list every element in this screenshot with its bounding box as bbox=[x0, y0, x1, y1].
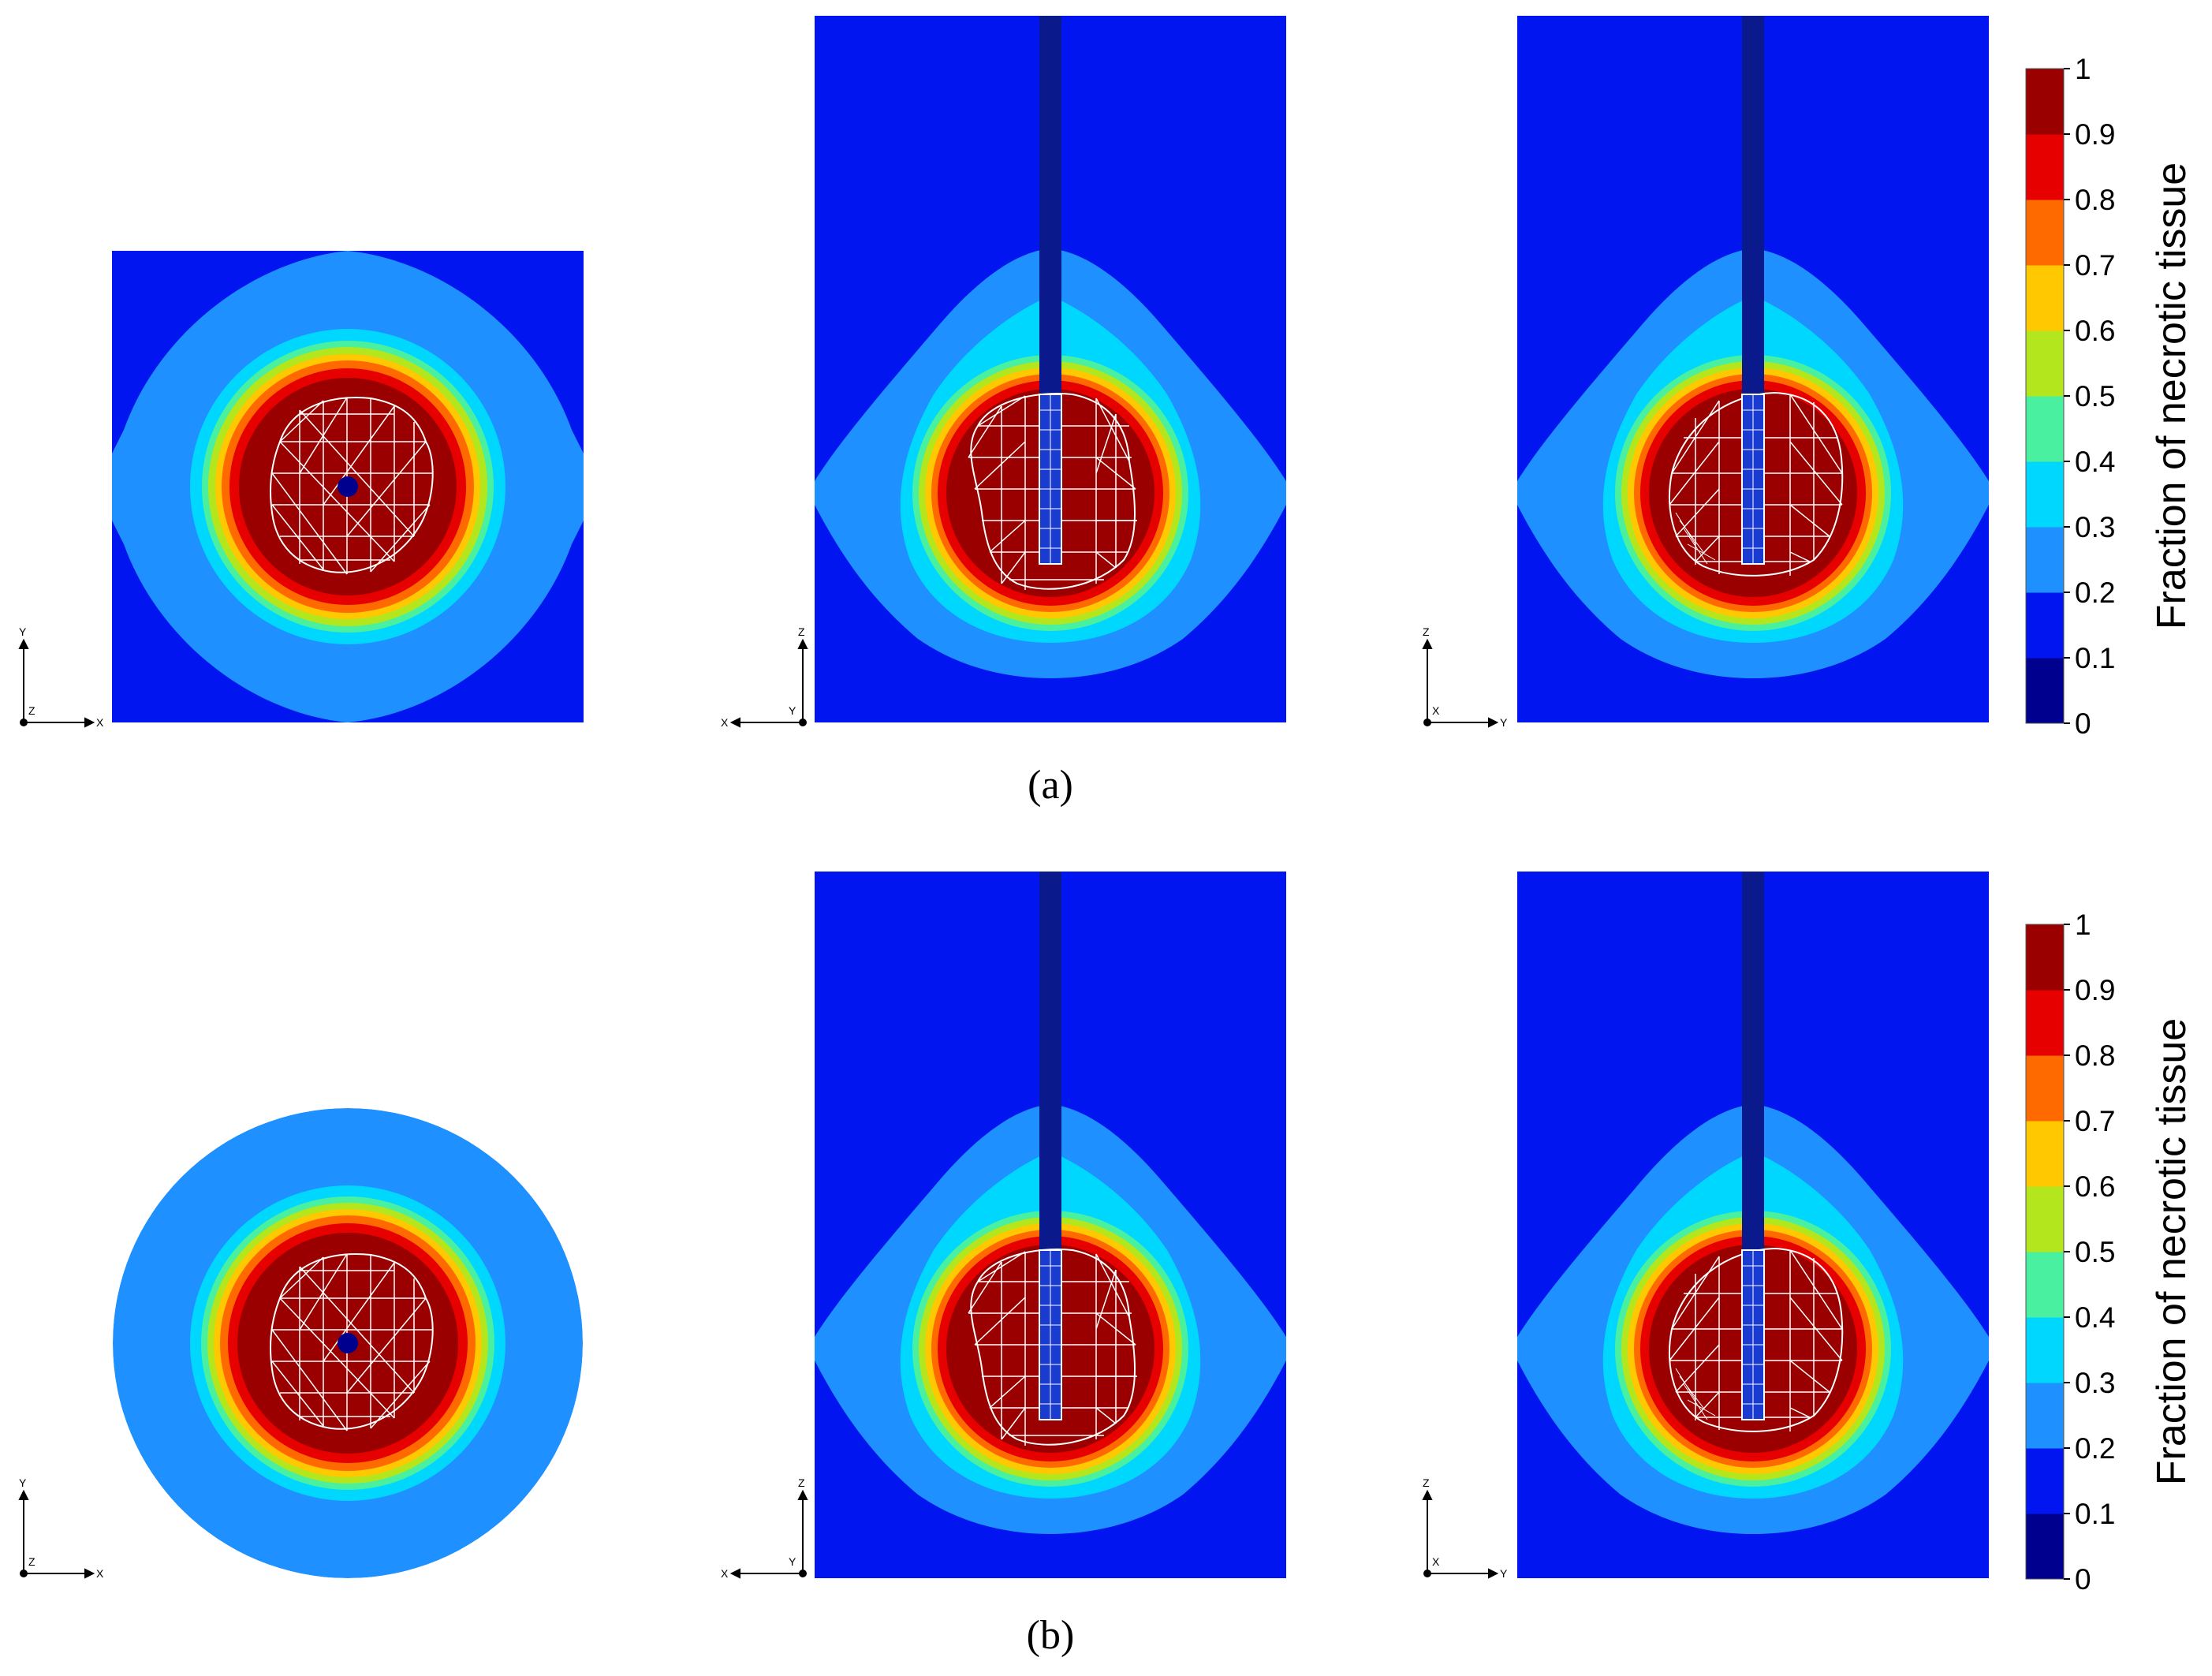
colorbar-band bbox=[2026, 1317, 2064, 1383]
probe-tip-mesh bbox=[1039, 394, 1061, 564]
axes-triad-a3: Z Y X bbox=[1422, 625, 1508, 729]
axis-label-up: Y bbox=[19, 1476, 27, 1489]
probe-cross-section bbox=[338, 476, 358, 497]
caption-b: (b) bbox=[1027, 1613, 1075, 1658]
tumor-mesh bbox=[970, 393, 1136, 590]
colorbar-band bbox=[2026, 527, 2064, 593]
colorbar-tick-label: 0.3 bbox=[2075, 1367, 2115, 1399]
colorbar-tick-label: 0.9 bbox=[2075, 118, 2115, 151]
axis-label-corner: Z bbox=[28, 1555, 35, 1568]
colorbar-band bbox=[2026, 1383, 2064, 1449]
axis-label-up: Z bbox=[1423, 1476, 1430, 1489]
colorbar-band bbox=[2026, 924, 2064, 991]
colorbar-tick-label: 1 bbox=[2075, 909, 2091, 941]
colorbar-tick-label: 0.5 bbox=[2075, 1236, 2115, 1268]
axis-label-left: X bbox=[721, 1567, 729, 1580]
colorbar-tick-label: 0.5 bbox=[2075, 380, 2115, 412]
probe-cross-section bbox=[338, 1333, 358, 1353]
tumor-mesh bbox=[270, 397, 434, 573]
colorbar-tick-label: 0.1 bbox=[2075, 1498, 2115, 1530]
axes-triad-a1: Y X Z bbox=[18, 625, 104, 729]
colorbar-tick-label: 0.7 bbox=[2075, 249, 2115, 282]
colorbar-tick-label: 0.6 bbox=[2075, 1170, 2115, 1203]
axis-label-corner: Z bbox=[28, 704, 35, 717]
colorbar-tick-label: 0.3 bbox=[2075, 511, 2115, 543]
probe-tip-mesh bbox=[1039, 1250, 1061, 1420]
axis-label-corner: Y bbox=[789, 1555, 796, 1568]
axis-label-corner: Y bbox=[789, 704, 796, 717]
colorbar-band bbox=[2026, 69, 2064, 135]
colorbar-tick-label: 0.1 bbox=[2075, 642, 2115, 674]
panel-a-top-view bbox=[112, 251, 584, 722]
axis-label-right: X bbox=[96, 1567, 104, 1580]
row-a: Y X Z bbox=[18, 16, 1989, 808]
colorbar-tick-label: 0 bbox=[2075, 1563, 2091, 1596]
probe-shaft bbox=[1039, 16, 1061, 394]
axis-label-corner: X bbox=[1432, 1555, 1440, 1568]
axis-label-up: Z bbox=[798, 625, 805, 638]
axis-label-corner: X bbox=[1432, 704, 1440, 717]
tumor-mesh bbox=[270, 1253, 434, 1430]
axes-triad-b1: Y X Z bbox=[18, 1476, 104, 1580]
colorbar-tick-label: 0.2 bbox=[2075, 577, 2115, 609]
colorbar-tick-label: 0.8 bbox=[2075, 184, 2115, 216]
colorbar-band bbox=[2026, 658, 2064, 724]
axis-label-left: X bbox=[721, 716, 729, 729]
probe-tip-mesh bbox=[1742, 394, 1764, 564]
probe-shaft bbox=[1039, 872, 1061, 1250]
colorbar-band bbox=[2026, 265, 2064, 331]
colorbar-tick-label: 0.4 bbox=[2075, 1301, 2115, 1334]
axes-triad-b3: Z Y X bbox=[1422, 1476, 1508, 1580]
colorbar-tick-label: 0.4 bbox=[2075, 446, 2115, 478]
axis-label-right: Y bbox=[1500, 716, 1508, 729]
colorbar-tick-label: 0.7 bbox=[2075, 1105, 2115, 1137]
colorbar-band bbox=[2026, 396, 2064, 462]
colorbar-band bbox=[2026, 1121, 2064, 1187]
colorbar-a: 0 0.1 0.2 0.3 0.4 0.5 0.6 0.7 0.8 0.9 1 Fraction of… bbox=[2025, 53, 2195, 740]
panel-a-side-view-yz bbox=[1517, 16, 1989, 722]
colorbar-tick-label: 0.2 bbox=[2075, 1432, 2115, 1465]
colorbar-band bbox=[2026, 134, 2064, 200]
colorbar-band bbox=[2026, 592, 2064, 659]
colorbar-band bbox=[2026, 461, 2064, 528]
colorbar-band bbox=[2026, 1448, 2064, 1514]
colorbar-tick-label: 1 bbox=[2075, 53, 2091, 85]
caption-a: (a) bbox=[1028, 763, 1073, 808]
probe-tip-mesh bbox=[1742, 1250, 1764, 1420]
tumor-mesh bbox=[970, 1249, 1136, 1446]
colorbar-title: Fraction of necrotic tissue bbox=[2149, 1018, 2195, 1485]
axes-triad-a2: Z X Y bbox=[721, 625, 808, 729]
colorbar-tick-label: 0 bbox=[2075, 707, 2091, 740]
axis-label-up: Z bbox=[798, 1476, 805, 1489]
colorbar-band bbox=[2026, 1186, 2064, 1252]
colorbar-tick-label: 0.9 bbox=[2075, 974, 2115, 1006]
colorbar-band bbox=[2026, 1514, 2064, 1580]
colorbar-b: 0 0.1 0.2 0.3 0.4 0.5 0.6 0.7 0.8 0.9 1 Fraction of… bbox=[2025, 909, 2195, 1596]
probe-shaft bbox=[1742, 16, 1764, 394]
axis-label-up: Y bbox=[19, 625, 27, 638]
probe-shaft bbox=[1742, 872, 1764, 1250]
colorbar-band bbox=[2026, 330, 2064, 397]
colorbar-band bbox=[2026, 200, 2064, 266]
axis-label-right: Y bbox=[1500, 1567, 1508, 1580]
panel-b-top-view bbox=[113, 1108, 583, 1578]
colorbar-tick-label: 0.8 bbox=[2075, 1040, 2115, 1072]
colorbar-title: Fraction of necrotic tissue bbox=[2149, 162, 2195, 629]
panel-b-side-view-xz bbox=[815, 872, 1286, 1578]
colorbar-tick-label: 0.6 bbox=[2075, 315, 2115, 347]
panel-b-side-view-yz bbox=[1517, 872, 1989, 1578]
colorbar-band bbox=[2026, 1055, 2064, 1122]
tumor-mesh-lines bbox=[271, 397, 432, 575]
axes-triad-b2: Z X Y bbox=[721, 1476, 808, 1580]
axis-label-up: Z bbox=[1423, 625, 1430, 638]
row-b: Y X Z bbox=[18, 872, 1989, 1658]
colorbar-band bbox=[2026, 1252, 2064, 1318]
axis-label-right: X bbox=[96, 716, 104, 729]
colorbar-band bbox=[2026, 990, 2064, 1056]
panel-a-side-view-xz bbox=[815, 16, 1286, 722]
